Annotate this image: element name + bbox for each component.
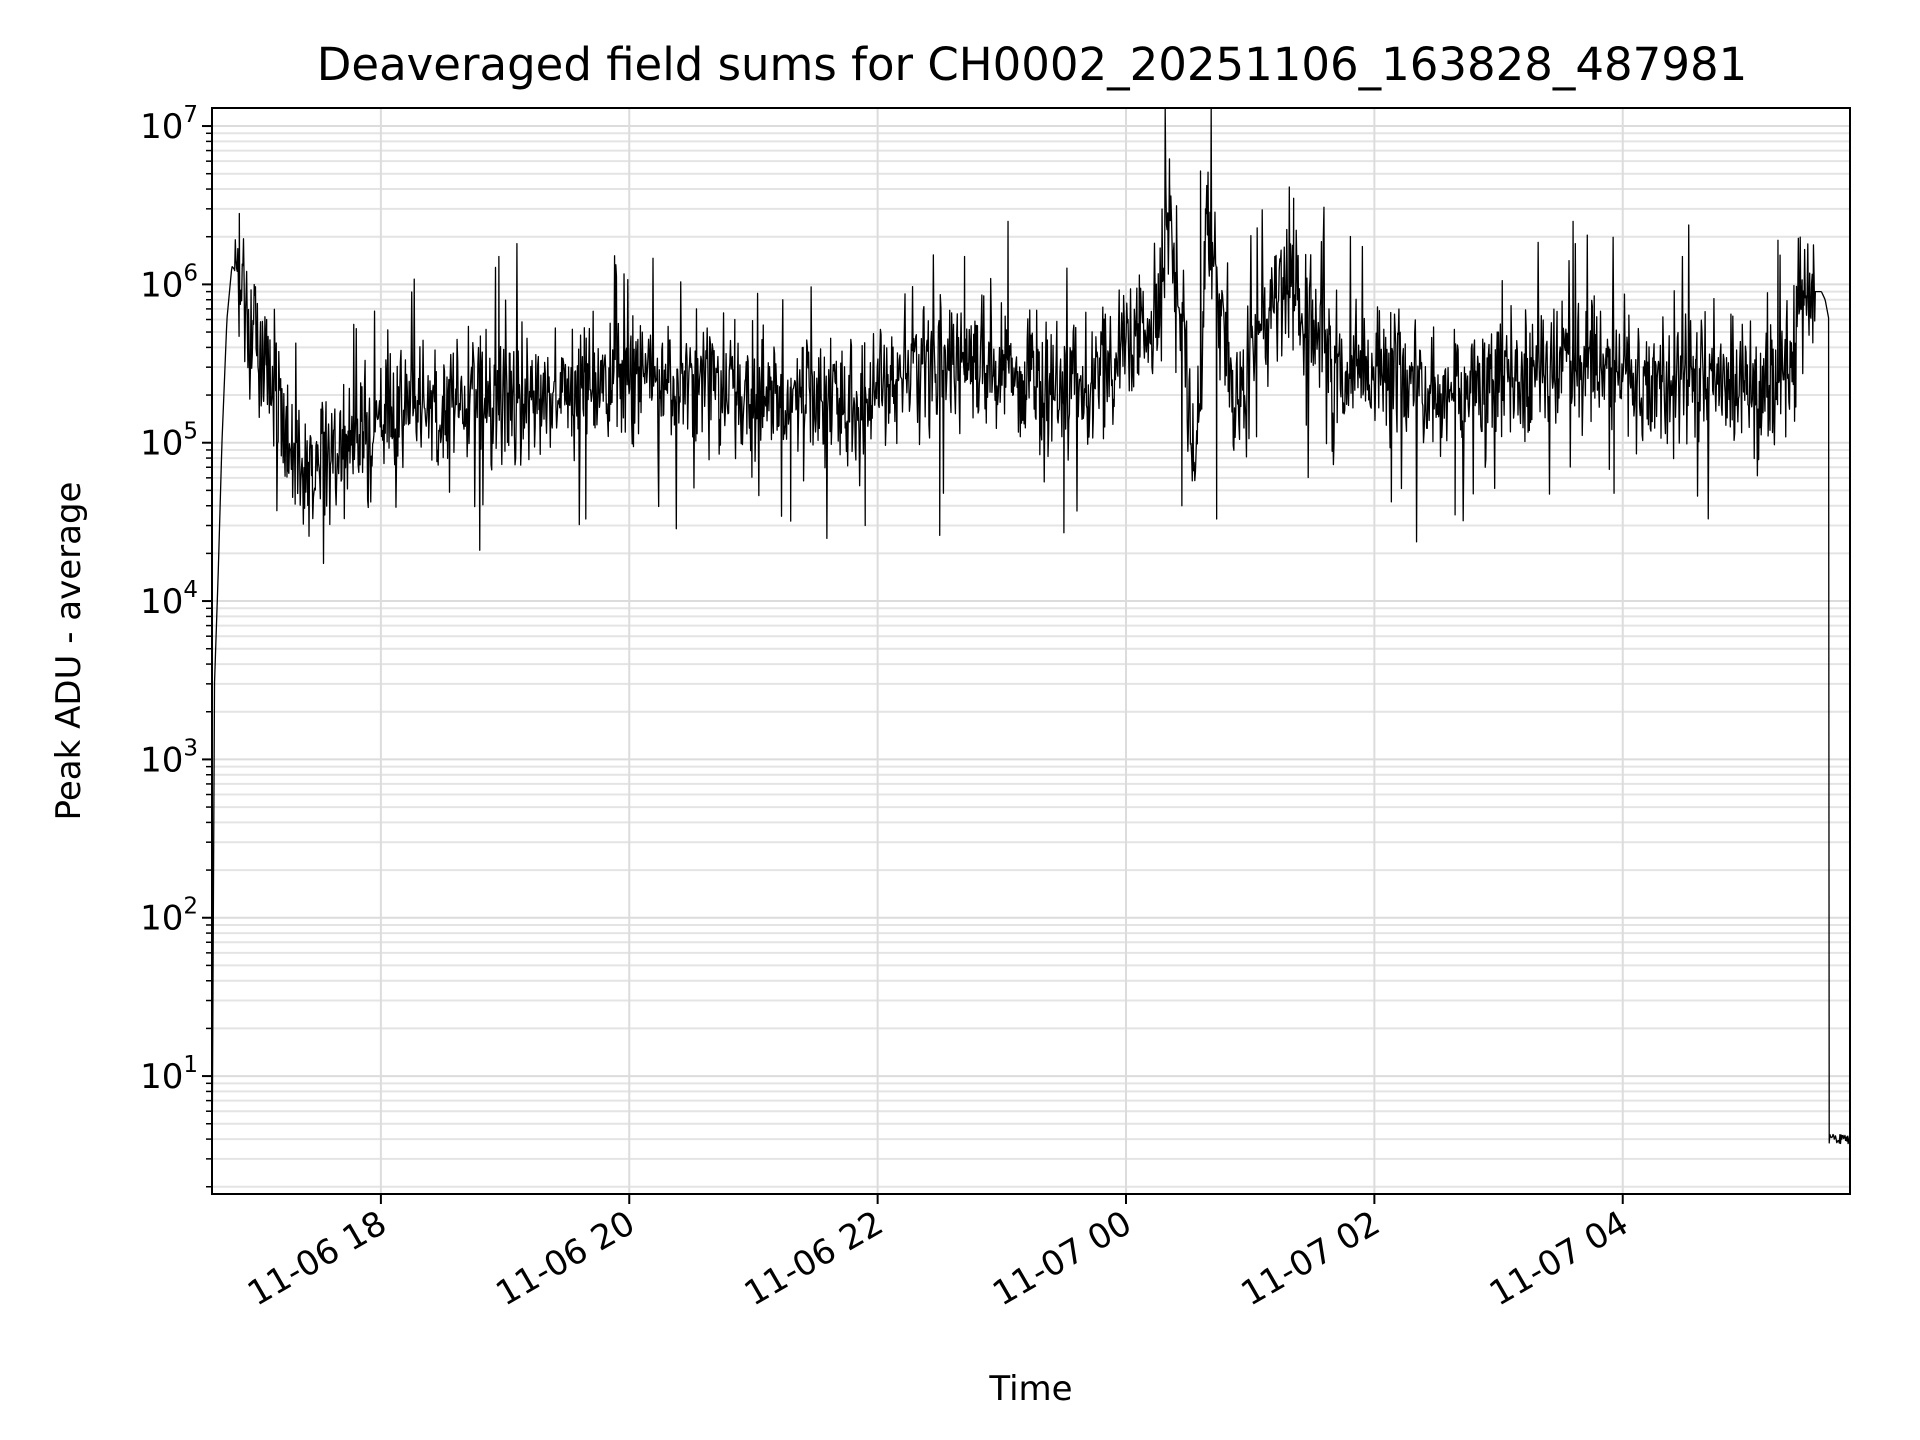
y-axis-label: Peak ADU - average — [49, 482, 89, 821]
y-tick-label: 103 — [140, 735, 198, 780]
y-tick-label: 104 — [140, 577, 198, 622]
series-line — [211, 107, 1851, 1187]
chart-title: Deaveraged field sums for CH0002_2025110… — [317, 38, 1747, 91]
y-tick-label: 101 — [140, 1052, 198, 1097]
y-tick-label: 102 — [140, 894, 198, 939]
x-axis-label: Time — [988, 1369, 1072, 1409]
plot-frame — [211, 107, 1851, 1195]
y-tick-label: 105 — [140, 419, 198, 464]
y-tick-label: 107 — [140, 102, 198, 147]
y-tick-label: 106 — [140, 260, 198, 305]
grid-layer — [212, 108, 1850, 1194]
series-layer — [211, 107, 1851, 1187]
